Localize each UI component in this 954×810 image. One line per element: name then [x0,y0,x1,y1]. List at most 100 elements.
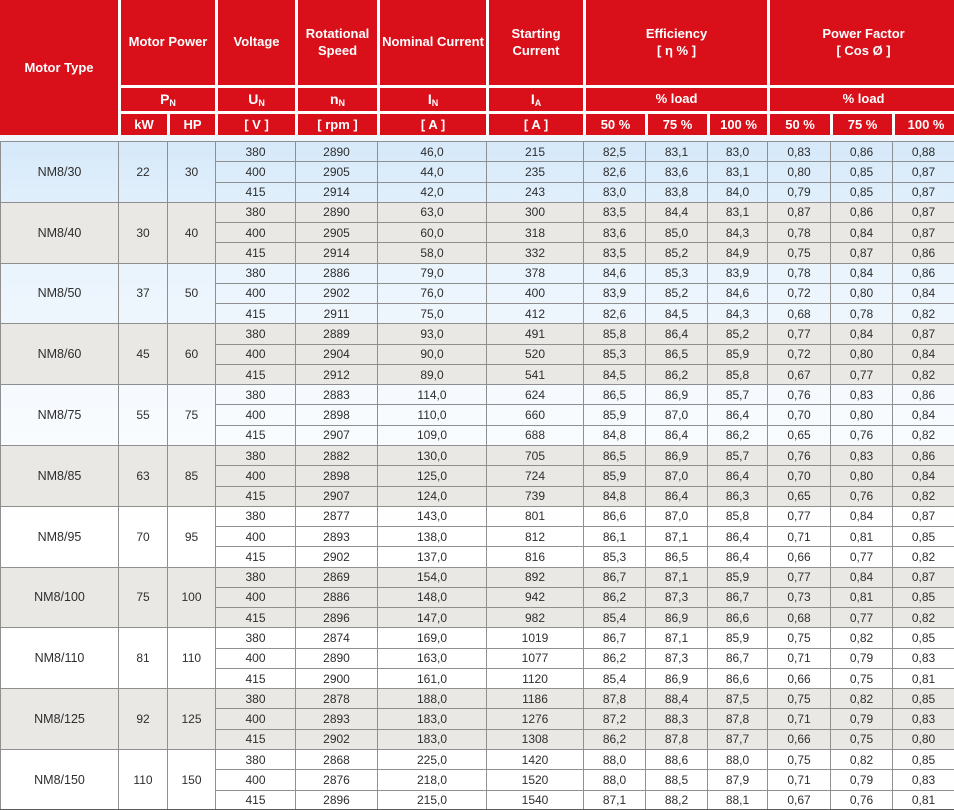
value-cell: 87,8 [583,688,646,710]
value-cell: 0,71 [767,708,831,730]
value-cell: 0,87 [892,323,954,345]
value-cell: 2876 [295,769,378,791]
value-cell: 0,85 [892,688,954,710]
value-cell: 87,5 [707,688,768,710]
value-cell: 688 [486,424,584,446]
value-cell: 125,0 [377,465,487,487]
value-cell: 82,6 [583,161,646,183]
value-cell: 0,82 [892,546,954,568]
value-cell: 2893 [295,708,378,730]
spec-row: 415 2912 89,0 541 84,5 86,2 85,8 0,67 0,77 0,82 [1,363,954,386]
value-cell: 84,8 [583,424,646,446]
value-cell: 183,0 [377,708,487,730]
value-cell: 86,6 [707,607,768,629]
value-cell: 235 [486,161,584,183]
value-cell: 1520 [486,769,584,791]
motor-type-cell: NM8/50 [0,262,119,325]
efficiency-load-50: 50 % [583,111,649,135]
spec-row: NM8/60 45 60 380 2889 93,0 491 85,8 86,4 85,2 0,77… [0,323,954,386]
value-cell: 0,65 [767,424,831,446]
efficiency-load-100: 100 % [707,111,771,135]
value-cell: 86,6 [583,505,646,528]
value-cell: 138,0 [377,526,487,548]
value-cell: 0,80 [892,728,954,750]
value-cell: 86,4 [707,465,768,487]
value-cell: 86,4 [707,546,768,568]
kw-cell: 22 [118,141,168,203]
value-cell: 2900 [295,667,378,690]
value-cell: 400 [215,465,296,487]
kw-cell: 63 [118,444,168,507]
spec-table: NM8/30 22 30 380 2890 46,0 215 82,5 83,1 83,0 0,83… [0,140,954,810]
motor-type-cell: NM8/150 [0,748,119,810]
motor-type-cell: NM8/110 [0,627,119,690]
value-cell: 0,83 [830,384,893,406]
value-cell: 0,83 [892,647,954,669]
spec-row: NM8/85 63 85 380 2882 130,0 705 86,5 86,9 85,7 0,7… [0,444,954,507]
value-cell: 87,0 [645,404,708,426]
value-cell: 0,85 [830,161,893,183]
value-cell: 86,6 [707,667,768,690]
value-cell: 2890 [295,140,378,163]
value-cell: 0,67 [767,363,831,386]
value-cell: 86,9 [645,444,708,467]
value-cell: 400 [215,343,296,365]
value-cell: 86,7 [707,647,768,669]
value-cell: 415 [215,181,296,203]
value-cell: 0,87 [892,505,954,528]
value-cell: 400 [215,526,296,548]
value-cell: 90,0 [377,343,487,365]
value-cell: 88,0 [583,769,646,791]
value-cell: 0,81 [892,789,954,810]
value-cell: 0,81 [892,667,954,690]
value-cell: 0,70 [767,404,831,426]
value-cell: 2877 [295,505,378,528]
value-cell: 0,79 [767,181,831,203]
value-cell: 0,71 [767,526,831,548]
value-cell: 85,9 [583,465,646,487]
value-cell: 86,2 [583,647,646,669]
unit-a-starting: [ A ] [486,111,587,135]
spec-row: 400 2904 90,0 520 85,3 86,5 85,9 0,72 0,80 0,84 [1,343,954,365]
hp-cell: 110 [167,627,216,690]
value-cell: 2869 [295,566,378,588]
kw-cell: 45 [118,323,168,386]
value-cell: 85,9 [583,404,646,426]
value-cell: 2902 [295,282,378,305]
value-cell: 892 [486,566,584,588]
col-header-motor-power: Motor Power [117,0,219,88]
hp-cell: 60 [167,323,216,386]
header-table: Motor Type Motor Power Voltage Rotationa… [0,0,954,135]
value-cell: 2912 [295,363,378,386]
value-cell: 0,82 [892,303,954,325]
value-cell: 0,84 [892,343,954,365]
value-cell: 84,3 [707,303,768,325]
value-cell: 0,85 [892,627,954,649]
symbol-ia: IA [486,85,587,114]
value-cell: 82,5 [583,140,646,163]
value-cell: 86,7 [707,586,768,609]
spec-row: NM8/95 70 95 380 2877 143,0 801 86,6 87,0 85,8 0,7… [0,505,954,568]
spec-row: NM8/75 55 75 380 2883 114,0 624 86,5 86,9 85,7 0,7… [0,384,954,446]
kw-cell: 37 [118,262,168,325]
value-cell: 0,85 [892,586,954,609]
value-cell: 0,84 [830,222,893,244]
value-cell: 1420 [486,748,584,771]
value-cell: 380 [215,566,296,588]
value-cell: 87,0 [645,505,708,528]
value-cell: 0,67 [767,789,831,810]
value-cell: 0,71 [767,769,831,791]
value-cell: 0,77 [830,607,893,629]
value-cell: 84,8 [583,485,646,507]
value-cell: 0,82 [830,688,893,710]
value-cell: 400 [215,282,296,305]
value-cell: 83,9 [707,262,768,284]
value-cell: 2907 [295,424,378,446]
spec-row: 415 2896 215,0 1540 87,1 88,2 88,1 0,67 0,76 0,81 [1,789,954,810]
spec-row: NM8/125 92 125 380 2878 188,0 1186 87,8 88,4 87,5… [0,688,954,750]
value-cell: 83,1 [707,161,768,183]
value-cell: 1186 [486,688,584,710]
value-cell: 0,77 [830,546,893,568]
hp-cell: 75 [167,384,216,446]
value-cell: 415 [215,728,296,750]
